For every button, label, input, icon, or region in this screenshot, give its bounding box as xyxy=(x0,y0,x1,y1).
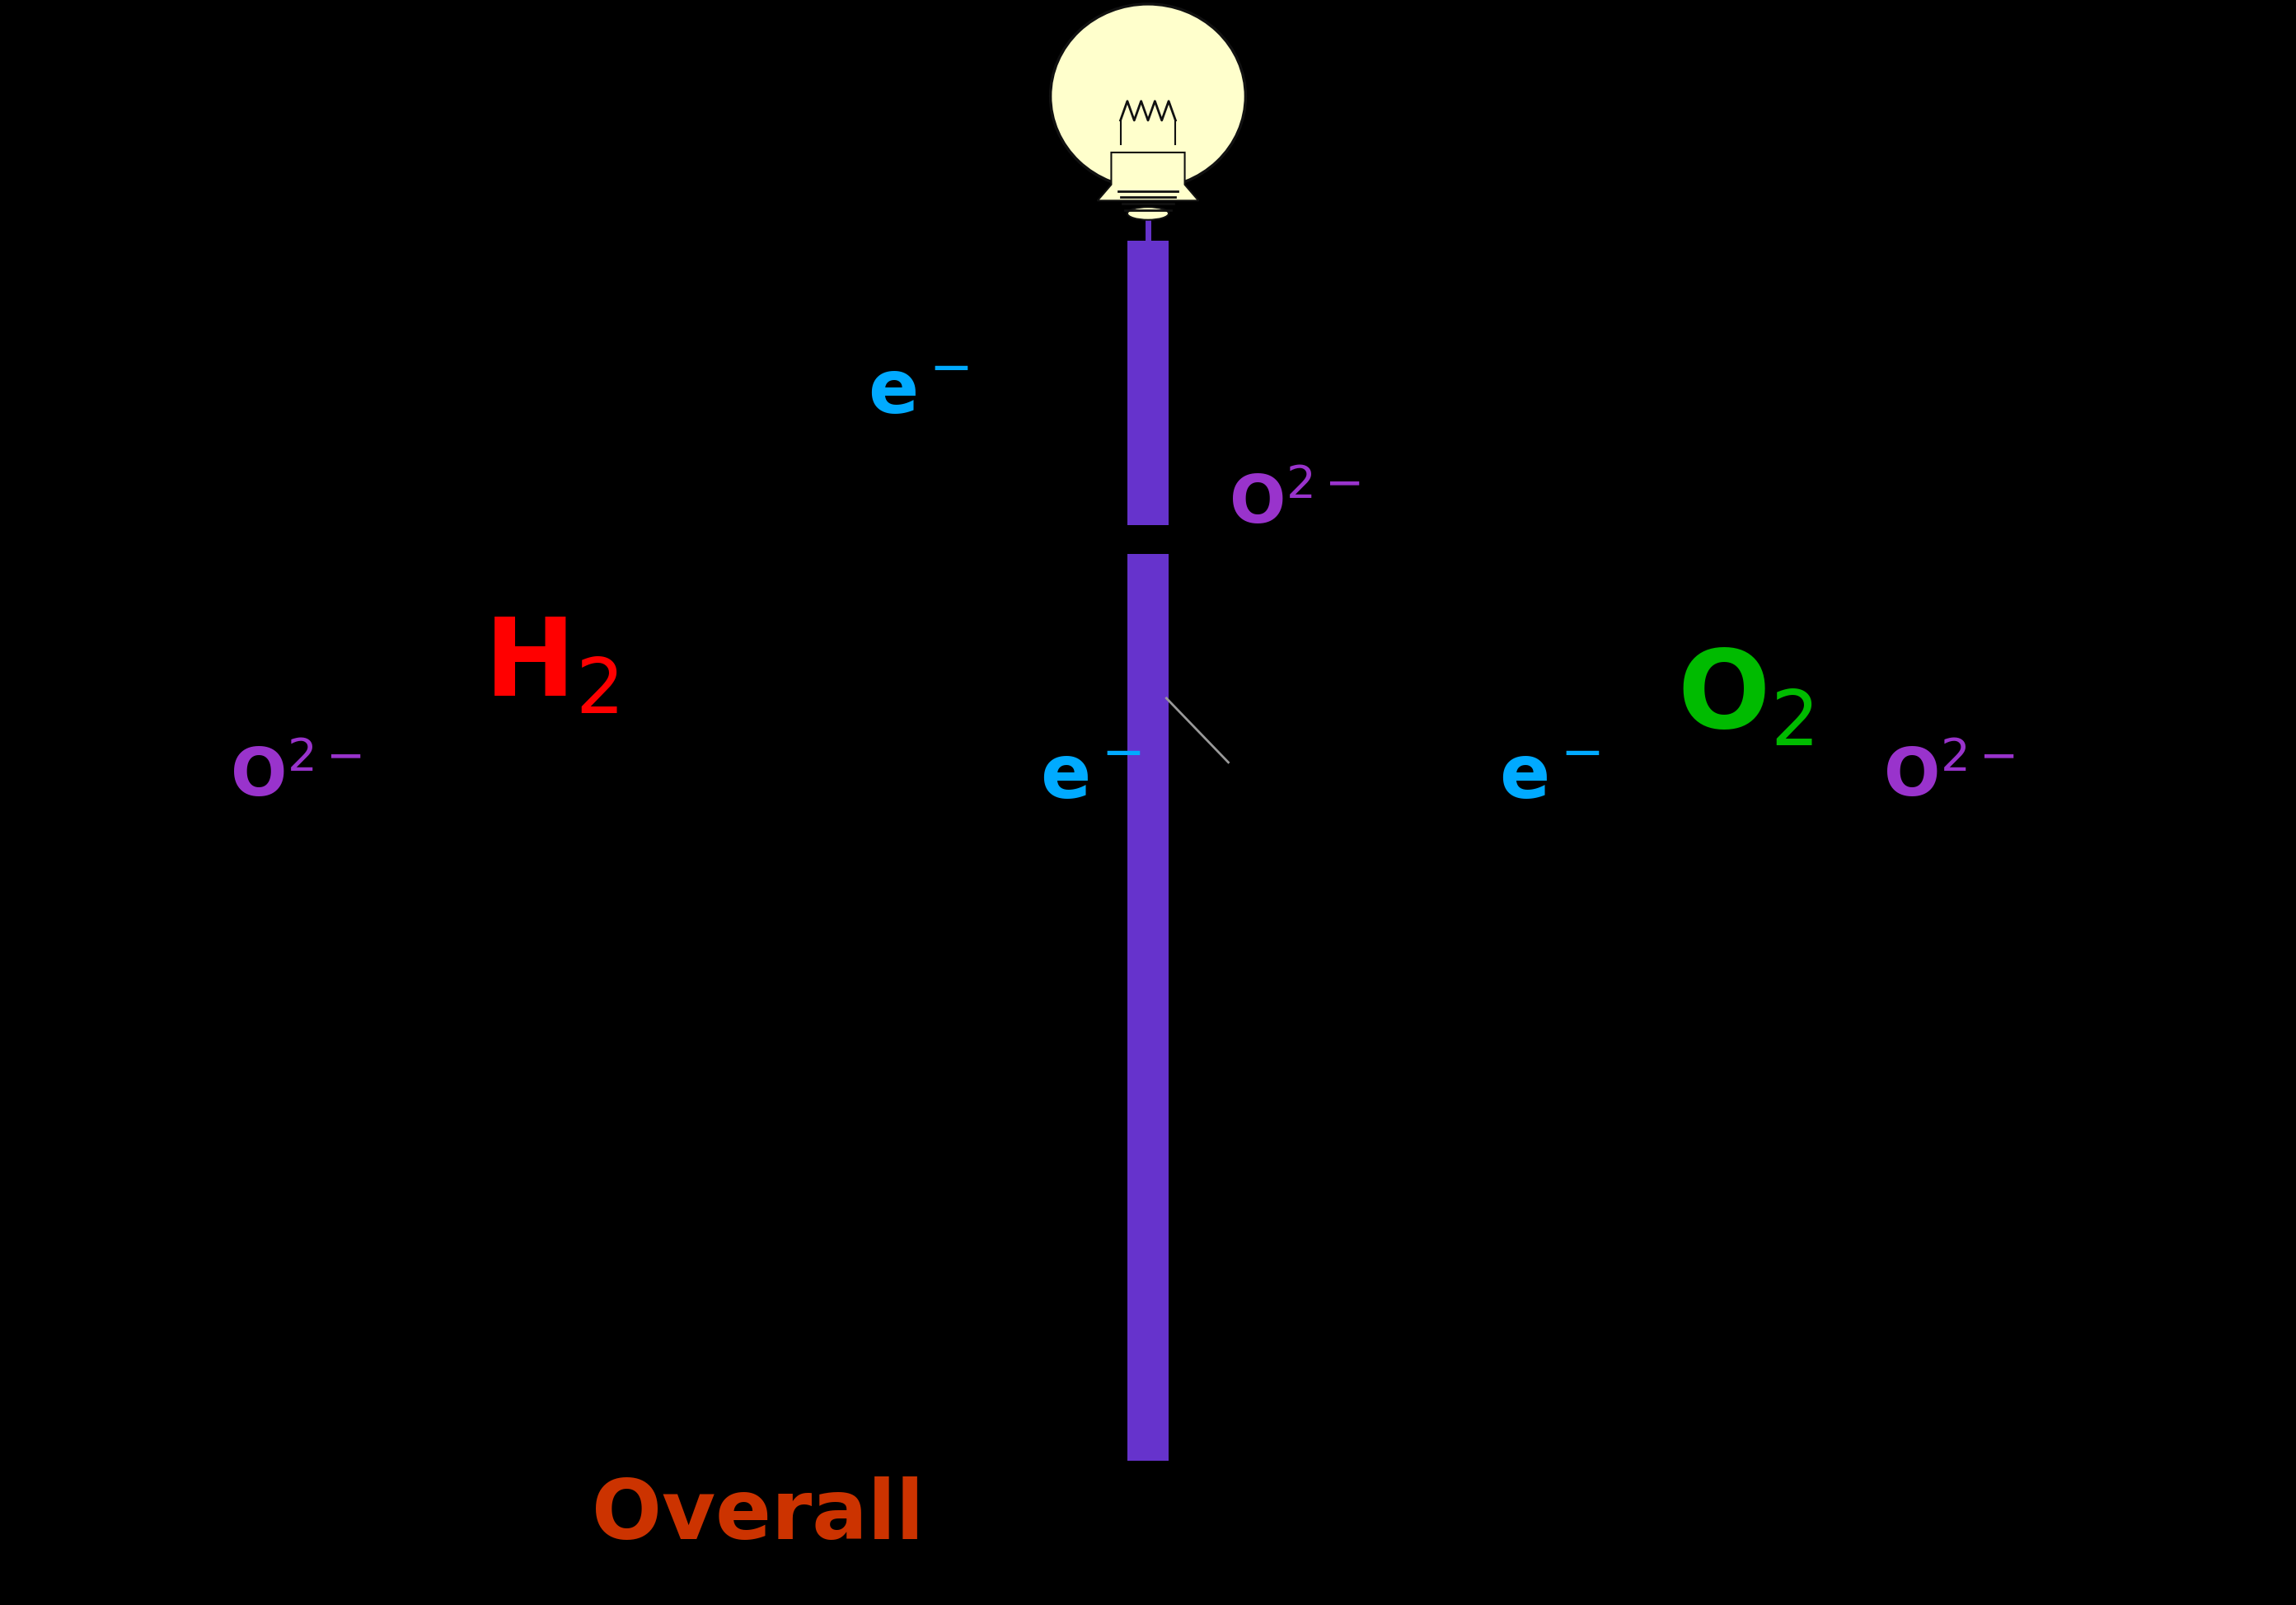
Ellipse shape xyxy=(1052,3,1244,188)
Bar xyxy=(1127,241,1169,525)
Text: e$^-$: e$^-$ xyxy=(1499,742,1600,815)
Text: e$^-$: e$^-$ xyxy=(868,356,969,430)
Text: O$^{2-}$: O$^{2-}$ xyxy=(230,746,360,811)
Text: H$_2$: H$_2$ xyxy=(484,613,618,719)
Text: O$^{2-}$: O$^{2-}$ xyxy=(1883,746,2014,811)
Text: e$^-$: e$^-$ xyxy=(1040,742,1141,815)
Text: Overall: Overall xyxy=(592,1477,923,1557)
Ellipse shape xyxy=(1127,207,1169,220)
Polygon shape xyxy=(1097,152,1199,201)
Text: O$^{2-}$: O$^{2-}$ xyxy=(1228,473,1359,538)
Bar xyxy=(1127,554,1169,1461)
Text: O$_2$: O$_2$ xyxy=(1676,645,1814,751)
